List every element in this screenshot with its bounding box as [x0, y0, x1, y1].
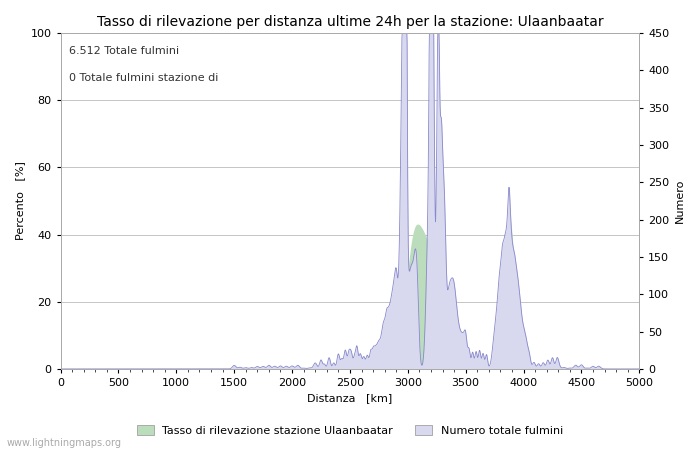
Y-axis label: Numero: Numero [675, 179, 685, 223]
Text: 6.512 Totale fulmini: 6.512 Totale fulmini [69, 46, 179, 56]
Title: Tasso di rilevazione per distanza ultime 24h per la stazione: Ulaanbaatar: Tasso di rilevazione per distanza ultime… [97, 15, 603, 29]
Text: www.lightningmaps.org: www.lightningmaps.org [7, 438, 122, 448]
X-axis label: Distanza   [km]: Distanza [km] [307, 393, 393, 404]
Y-axis label: Percento   [%]: Percento [%] [15, 162, 25, 240]
Legend: Tasso di rilevazione stazione Ulaanbaatar, Numero totale fulmini: Tasso di rilevazione stazione Ulaanbaata… [132, 420, 568, 440]
Text: 0 Totale fulmini stazione di: 0 Totale fulmini stazione di [69, 73, 218, 83]
